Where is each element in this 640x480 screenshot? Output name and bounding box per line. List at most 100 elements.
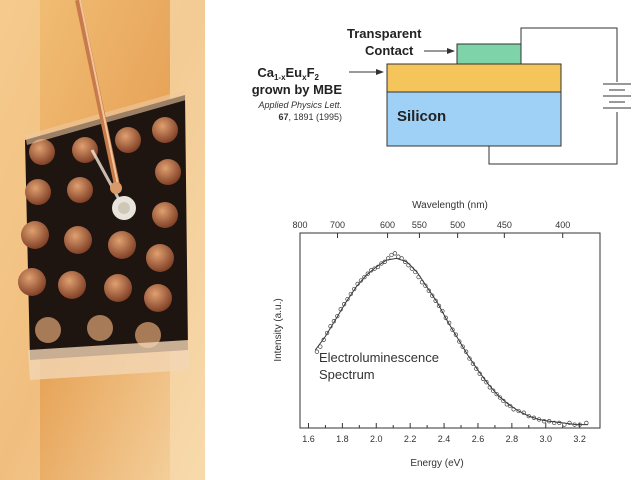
data-point bbox=[358, 278, 364, 283]
x-tick-label: 2.4 bbox=[438, 434, 451, 444]
data-point bbox=[324, 330, 330, 336]
data-point bbox=[447, 320, 452, 326]
data-point bbox=[406, 263, 411, 268]
top-tick-label: 500 bbox=[450, 220, 465, 230]
top-tick-label: 550 bbox=[412, 220, 427, 230]
film-arrow-icon bbox=[349, 69, 384, 75]
top-tick-label: 800 bbox=[292, 220, 307, 230]
data-point bbox=[430, 293, 435, 298]
top-tick-label: 400 bbox=[555, 220, 570, 230]
data-point bbox=[419, 280, 425, 285]
data-point bbox=[338, 307, 343, 312]
substrate-label: Silicon bbox=[397, 108, 446, 125]
data-point bbox=[584, 420, 589, 426]
transparent-contact-layer bbox=[456, 43, 522, 65]
data-point bbox=[497, 395, 503, 400]
data-point bbox=[409, 266, 415, 271]
data-point bbox=[480, 376, 486, 381]
data-point bbox=[392, 251, 398, 256]
bottom-ticks: 1.6 1.8 2.0 2.2 2.4 2.6 2.8 3.0 3.2 bbox=[302, 423, 586, 444]
sample-photograph bbox=[0, 0, 205, 480]
data-point bbox=[477, 371, 482, 376]
data-point bbox=[484, 380, 489, 385]
data-point bbox=[426, 288, 431, 293]
data-point bbox=[547, 419, 552, 424]
data-point bbox=[511, 407, 516, 412]
data-point bbox=[491, 388, 496, 393]
data-point bbox=[460, 344, 465, 349]
data-point bbox=[314, 349, 320, 354]
data-point bbox=[318, 344, 323, 349]
data-point bbox=[567, 420, 572, 426]
top-tick-label: 600 bbox=[380, 220, 395, 230]
data-point bbox=[487, 385, 492, 390]
data-point bbox=[508, 403, 513, 409]
data-point bbox=[345, 296, 350, 302]
data-point bbox=[382, 259, 387, 264]
contact-label-line2: Contact bbox=[365, 43, 414, 58]
data-point bbox=[450, 327, 455, 332]
circuit-wire-bottom bbox=[488, 112, 618, 165]
data-point bbox=[541, 419, 547, 424]
data-point bbox=[416, 274, 421, 280]
data-point bbox=[321, 337, 326, 342]
y-axis-label: Intensity (a.u.) bbox=[273, 298, 284, 361]
battery-icon bbox=[603, 83, 631, 109]
x-tick-label: 3.0 bbox=[540, 434, 553, 444]
data-point bbox=[341, 302, 347, 307]
top-tick-label: 700 bbox=[330, 220, 345, 230]
data-point bbox=[552, 420, 557, 426]
data-point bbox=[423, 283, 428, 288]
x-tick-label: 2.0 bbox=[370, 434, 383, 444]
data-point bbox=[385, 256, 391, 261]
data-point bbox=[562, 422, 567, 427]
data-point bbox=[362, 274, 367, 280]
data-point bbox=[348, 291, 353, 297]
film-label-line2: grown by MBE bbox=[252, 82, 343, 97]
x-tick-label: 2.2 bbox=[404, 434, 417, 444]
silicon-substrate-layer bbox=[386, 91, 562, 147]
annotation-line1: Electroluminescence bbox=[319, 350, 439, 365]
citation-volume: 67 bbox=[278, 112, 288, 122]
citation-journal: Applied Physics Lett. bbox=[257, 100, 342, 110]
data-point bbox=[501, 398, 506, 404]
data-point bbox=[402, 259, 408, 264]
data-point bbox=[365, 271, 370, 276]
citation-rest: , 1891 (1995) bbox=[288, 112, 342, 122]
citation-line2: 67, 1891 (1995) bbox=[278, 112, 342, 122]
top-axis-label: Wavelength (nm) bbox=[412, 200, 488, 211]
circuit-wire-top bbox=[520, 27, 618, 82]
x-tick-label: 2.8 bbox=[506, 434, 519, 444]
x-tick-label: 3.2 bbox=[573, 434, 586, 444]
data-point bbox=[516, 408, 521, 414]
x-tick-label: 1.6 bbox=[302, 434, 315, 444]
data-point bbox=[572, 422, 577, 427]
data-point bbox=[536, 417, 542, 422]
data-point bbox=[463, 349, 469, 354]
data-point bbox=[335, 313, 340, 319]
caeuf2-film-layer bbox=[386, 63, 562, 93]
data-point bbox=[557, 420, 562, 426]
data-point bbox=[577, 422, 582, 427]
data-point bbox=[443, 315, 448, 320]
electroluminescence-chart: Wavelength (nm) Energy (eV) Intensity (a… bbox=[273, 200, 601, 469]
data-point bbox=[494, 391, 499, 397]
data-point bbox=[453, 332, 459, 337]
data-point bbox=[328, 324, 333, 329]
points-layer bbox=[314, 251, 589, 427]
data-point bbox=[521, 410, 526, 415]
top-ticks: 800 700 600 550 500 450 400 bbox=[292, 220, 570, 238]
data-point bbox=[413, 269, 418, 275]
data-point bbox=[531, 415, 537, 420]
data-point bbox=[504, 402, 509, 407]
data-point bbox=[399, 256, 404, 261]
data-point bbox=[331, 319, 337, 324]
data-point bbox=[375, 264, 381, 270]
data-point bbox=[526, 413, 531, 419]
data-point bbox=[433, 298, 438, 303]
data-point bbox=[352, 286, 357, 292]
data-point bbox=[396, 254, 401, 259]
data-point bbox=[369, 268, 374, 273]
data-point bbox=[467, 356, 472, 361]
data-point bbox=[389, 252, 394, 258]
